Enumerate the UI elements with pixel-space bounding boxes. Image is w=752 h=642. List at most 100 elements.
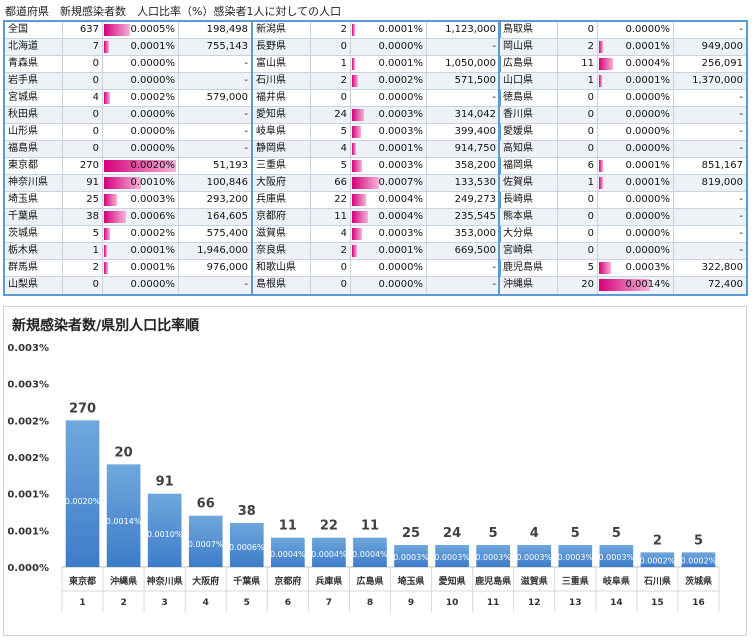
- new-case-count: 0: [311, 39, 351, 55]
- population-per-case: -: [244, 58, 248, 69]
- table-header: 都道府県 新規感染者数 人口比率（%）感染者1人に対しての人口: [5, 5, 342, 18]
- y-tick-label: 0.000%: [7, 563, 49, 574]
- population-ratio-cell: 0.0004%: [351, 209, 427, 225]
- population-ratio-cell: 0.0002%: [103, 226, 179, 242]
- prefecture-name: 静岡県: [253, 141, 311, 157]
- y-tick-label: 0.001%: [7, 490, 49, 501]
- ratio-data-bar: [352, 160, 362, 172]
- prefecture-name: 愛媛県: [500, 124, 558, 140]
- population-ratio-cell: 0.0003%: [351, 107, 427, 123]
- new-case-count: 22: [311, 192, 351, 208]
- prefecture-name: 鹿児島県: [500, 260, 558, 276]
- population-ratio: 0.0004%: [378, 194, 424, 205]
- ratio-data-bar: [599, 58, 613, 70]
- ratio-data-bar: [352, 126, 361, 138]
- population-per-case: -: [244, 109, 248, 120]
- new-case-count: 38: [63, 209, 103, 225]
- population-per-case: 51,193: [213, 160, 248, 171]
- prefecture-name: 香川県: [500, 107, 558, 123]
- population-ratio: 0.0000%: [625, 228, 671, 239]
- population-ratio-cell: 0.0002%: [103, 90, 179, 106]
- new-case-count: 1: [63, 243, 103, 259]
- ratio-data-bar: [104, 194, 117, 206]
- ratio-data-bar: [352, 58, 355, 70]
- population-per-case: 198,498: [206, 24, 248, 35]
- bar-count-label: 11: [279, 519, 297, 534]
- chart-bar: [188, 515, 223, 567]
- bar-count-label: 38: [238, 504, 256, 519]
- prefecture-name: 秋田県: [5, 107, 63, 123]
- table-row: 大分県 0 0.0000% -: [500, 226, 746, 243]
- population-per-case: 669,500: [454, 245, 496, 256]
- bar-value-label: 0.0004%: [311, 550, 347, 559]
- population-per-case: 256,091: [701, 58, 743, 69]
- population-per-case: 976,000: [206, 262, 248, 273]
- y-tick-label: 0.002%: [7, 453, 49, 464]
- population-ratio-cell: 0.0000%: [103, 107, 179, 123]
- population-ratio-cell: 0.0003%: [351, 226, 427, 242]
- table-row: 宮城県 4 0.0002% 579,000: [5, 90, 251, 107]
- new-case-count: 1: [311, 56, 351, 72]
- table-row: 奈良県 2 0.0001% 669,500: [253, 243, 499, 260]
- population-ratio: 0.0000%: [625, 126, 671, 137]
- population-ratio-cell: 0.0000%: [103, 141, 179, 157]
- chart-bar: [271, 537, 305, 567]
- new-case-count: 0: [558, 22, 598, 38]
- population-ratio-cell: 0.0014%: [598, 277, 674, 294]
- chart-bar: [147, 493, 182, 567]
- population-ratio-cell: 0.0000%: [598, 226, 674, 242]
- table-row: 東京都 270 0.0020% 51,193: [5, 158, 251, 175]
- x-rank-label: 14: [610, 598, 623, 608]
- prefecture-name: 東京都: [5, 158, 63, 174]
- population-ratio: 0.0001%: [625, 160, 671, 171]
- population-ratio: 0.0010%: [130, 177, 176, 188]
- x-category-label: 石川県: [643, 576, 671, 587]
- table-row: 富山県 1 0.0001% 1,050,000: [253, 56, 499, 73]
- prefecture-name: 全国: [5, 22, 63, 38]
- chart-bar: [312, 537, 346, 567]
- ratio-data-bar: [104, 41, 109, 53]
- population-per-case: -: [739, 228, 743, 239]
- x-rank-label: 11: [487, 598, 500, 608]
- new-case-count: 0: [63, 56, 103, 72]
- population-ratio: 0.0002%: [130, 92, 176, 103]
- ratio-data-bar: [352, 177, 379, 189]
- new-case-count: 2: [311, 22, 351, 38]
- bar-count-label: 25: [402, 526, 420, 541]
- bar-value-label: 0.0004%: [270, 550, 306, 559]
- population-ratio: 0.0003%: [378, 228, 424, 239]
- bar-value-label: 0.0003%: [599, 553, 635, 562]
- new-case-count: 5: [311, 158, 351, 174]
- population-ratio-cell: 0.0000%: [598, 192, 674, 208]
- bar-value-label: 0.0003%: [516, 553, 552, 562]
- prefecture-name: 奈良県: [253, 243, 311, 259]
- table-row: 福岡県 6 0.0001% 851,167: [500, 158, 746, 175]
- population-ratio: 0.0000%: [625, 24, 671, 35]
- population-ratio-cell: 0.0010%: [103, 175, 179, 191]
- prefecture-name: 山口県: [500, 73, 558, 89]
- x-rank-label: 8: [367, 598, 373, 608]
- population-ratio-cell: 0.0000%: [103, 56, 179, 72]
- table-row: 栃木県 1 0.0001% 1,946,000: [5, 243, 251, 260]
- table-row: 京都府 11 0.0004% 235,545: [253, 209, 499, 226]
- new-case-count: 7: [63, 39, 103, 55]
- ratio-data-bar: [352, 211, 368, 223]
- new-case-count: 0: [63, 141, 103, 157]
- population-ratio: 0.0000%: [130, 58, 176, 69]
- population-ratio-cell: 0.0001%: [351, 141, 427, 157]
- prefecture-name: 兵庫県: [253, 192, 311, 208]
- population-per-case: 571,500: [454, 75, 496, 86]
- new-case-count: 11: [558, 56, 598, 72]
- new-case-count: 0: [63, 107, 103, 123]
- population-per-case: -: [244, 126, 248, 137]
- bar-value-label: 0.0003%: [393, 553, 429, 562]
- x-category-label: 兵庫県: [315, 575, 342, 587]
- new-case-count: 0: [558, 141, 598, 157]
- table-row: 島根県 0 0.0000% -: [253, 277, 499, 294]
- table-row: 山梨県 0 0.0000% -: [5, 277, 251, 294]
- ratio-data-bar: [352, 228, 362, 240]
- population-per-case: -: [739, 194, 743, 205]
- population-ratio: 0.0003%: [378, 109, 424, 120]
- ratio-data-bar: [352, 24, 355, 36]
- population-per-case: 914,750: [454, 143, 496, 154]
